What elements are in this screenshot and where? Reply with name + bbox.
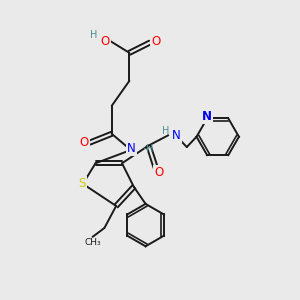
Text: O: O xyxy=(154,166,164,179)
Text: N: N xyxy=(172,129,181,142)
Text: H: H xyxy=(162,126,169,136)
Text: O: O xyxy=(100,34,110,48)
Text: S: S xyxy=(79,177,86,190)
Text: ·H: ·H xyxy=(143,144,154,154)
Text: N: N xyxy=(127,142,136,155)
Text: N: N xyxy=(202,110,212,123)
Text: H: H xyxy=(90,30,98,40)
Text: O: O xyxy=(80,136,89,149)
Text: O: O xyxy=(151,34,160,48)
Text: CH₃: CH₃ xyxy=(84,238,101,247)
